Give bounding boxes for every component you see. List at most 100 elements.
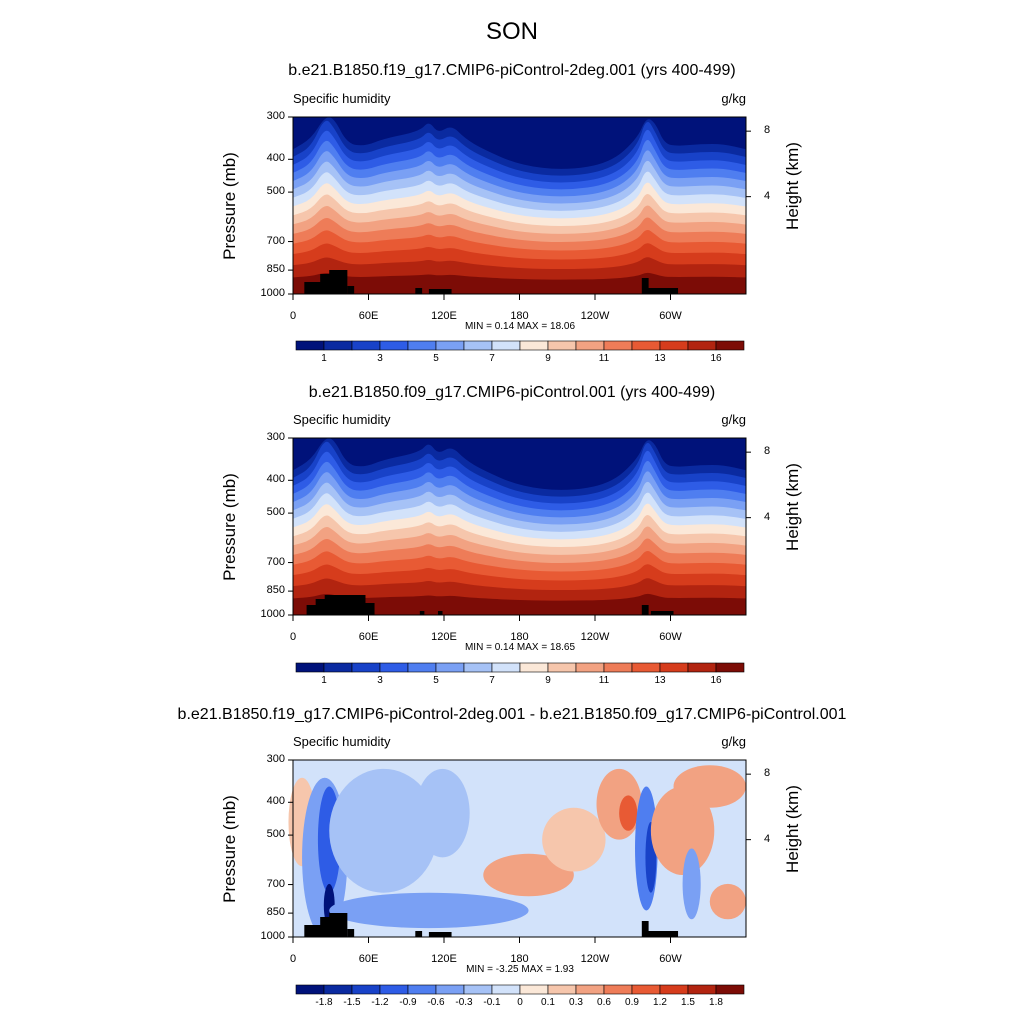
terrain-mask-7 [650, 611, 674, 615]
colorbar-label: 1.5 [681, 997, 695, 1008]
contour-band-3 [293, 129, 746, 294]
y-tick-label: 700 [266, 555, 285, 568]
y-tick-label: 850 [266, 906, 285, 919]
x-tick-label: 0 [289, 310, 297, 322]
colorbar-swatch [687, 340, 717, 351]
colorbar-label: 0.1 [541, 997, 555, 1008]
x-tick-label: 120W [580, 953, 610, 965]
y-tick-label: 300 [266, 753, 285, 765]
diff-anomaly-15 [673, 765, 746, 808]
diff-anomaly-8 [542, 807, 606, 872]
y-tick-label: 850 [266, 263, 285, 276]
diff-anomaly-6 [329, 892, 529, 929]
colorbar-swatch [547, 662, 577, 673]
contour-band-15 [293, 593, 746, 615]
colorbar-swatch [323, 662, 353, 673]
height-tick-label: 8 [764, 124, 771, 137]
colorbar-swatch [295, 984, 325, 995]
colorbar-swatch [491, 340, 521, 351]
colorbar-swatch [603, 662, 633, 673]
terrain-mask-1 [320, 274, 339, 294]
colorbar-label: 0.9 [625, 997, 639, 1008]
colorbar-label: -0.6 [427, 997, 445, 1008]
colorbar-swatch [491, 984, 521, 995]
diff-anomaly-4 [329, 768, 438, 893]
colorbar-label: 13 [654, 353, 666, 364]
left-string: Specific humidity [293, 412, 391, 427]
colorbar-swatch [435, 340, 465, 351]
colorbar-swatch [603, 984, 633, 995]
x-tick-label: 0 [289, 953, 297, 965]
diff-anomaly-16 [709, 883, 746, 920]
plot-frame [292, 759, 747, 938]
field-background [293, 760, 746, 937]
height-axis-label: Height (km) [783, 784, 802, 873]
x-tick-label: 60E [358, 953, 379, 965]
contour-band-13 [293, 243, 746, 294]
colorbar-label: 7 [489, 675, 495, 686]
x-tick-label: 60E [358, 310, 379, 322]
panel-title: b.e21.B1850.f09_g17.CMIP6-piControl.001 … [308, 384, 716, 401]
colorbar-swatch [603, 340, 633, 351]
contour-band-12 [293, 551, 746, 615]
terrain-mask-3 [347, 286, 355, 294]
colorbar-label: 9 [545, 675, 551, 686]
terrain-mask-5 [428, 932, 452, 937]
contour-band-14 [293, 578, 746, 615]
x-tick-label: 60E [358, 631, 379, 643]
x-tick-label: 60W [659, 631, 682, 643]
colorbar-swatch [435, 662, 465, 673]
colorbar-swatch [463, 984, 493, 995]
colorbar-label: 5 [433, 675, 439, 686]
colorbar-label: 11 [598, 675, 610, 686]
min-max-label: MIN = 0.14 MAX = 18.06 [464, 321, 576, 332]
colorbar-swatch [351, 662, 381, 673]
colorbar-label: 0.6 [597, 997, 611, 1008]
y-tick-label: 400 [266, 795, 285, 808]
units-label: g/kg [721, 734, 746, 749]
contour-band-15 [293, 272, 746, 294]
colorbar-swatch [687, 662, 717, 673]
figure-title: SON [485, 18, 538, 45]
y-axis-label: Pressure (mb) [220, 794, 239, 903]
plot-frame [292, 116, 747, 295]
colorbar-swatch [407, 340, 437, 351]
terrain-mask-6 [641, 278, 649, 294]
height-tick-label: 4 [764, 189, 771, 202]
colorbar-swatch [379, 340, 409, 351]
diff-anomaly-11 [635, 786, 658, 911]
y-tick-label: 400 [266, 152, 285, 165]
colorbar-swatch [547, 340, 577, 351]
contour-band-11 [293, 217, 746, 294]
y-axis-label: Pressure (mb) [220, 472, 239, 581]
y-tick-label: 500 [266, 185, 285, 198]
colorbar-swatch [463, 662, 493, 673]
units-label: g/kg [721, 412, 746, 427]
colorbar-label: -1.2 [371, 997, 389, 1008]
diff-anomaly-10 [619, 795, 638, 831]
terrain-mask-7 [646, 931, 679, 937]
y-tick-label: 700 [266, 877, 285, 890]
colorbar-swatch [547, 984, 577, 995]
diff-anomaly-9 [596, 768, 642, 840]
contour-band-7 [293, 492, 746, 615]
colorbar-swatch [631, 984, 661, 995]
terrain-mask-4 [415, 288, 423, 294]
min-max-label: MIN = -3.25 MAX = 1.93 [466, 964, 574, 975]
height-tick-label: 4 [764, 832, 771, 845]
colorbar-label: 3 [377, 675, 383, 686]
diff-anomaly-2 [317, 786, 341, 893]
diff-anomaly-1 [302, 777, 348, 937]
colorbar-swatch [659, 984, 689, 995]
colorbar-swatch [659, 662, 689, 673]
diff-anomaly-3 [323, 883, 335, 927]
y-tick-label: 500 [266, 828, 285, 841]
colorbar-label: 13 [654, 675, 666, 686]
colorbar-label: 1 [321, 675, 327, 686]
contour-band-14 [293, 257, 746, 294]
contour-band-8 [293, 182, 746, 294]
colorbar-swatch [631, 662, 661, 673]
